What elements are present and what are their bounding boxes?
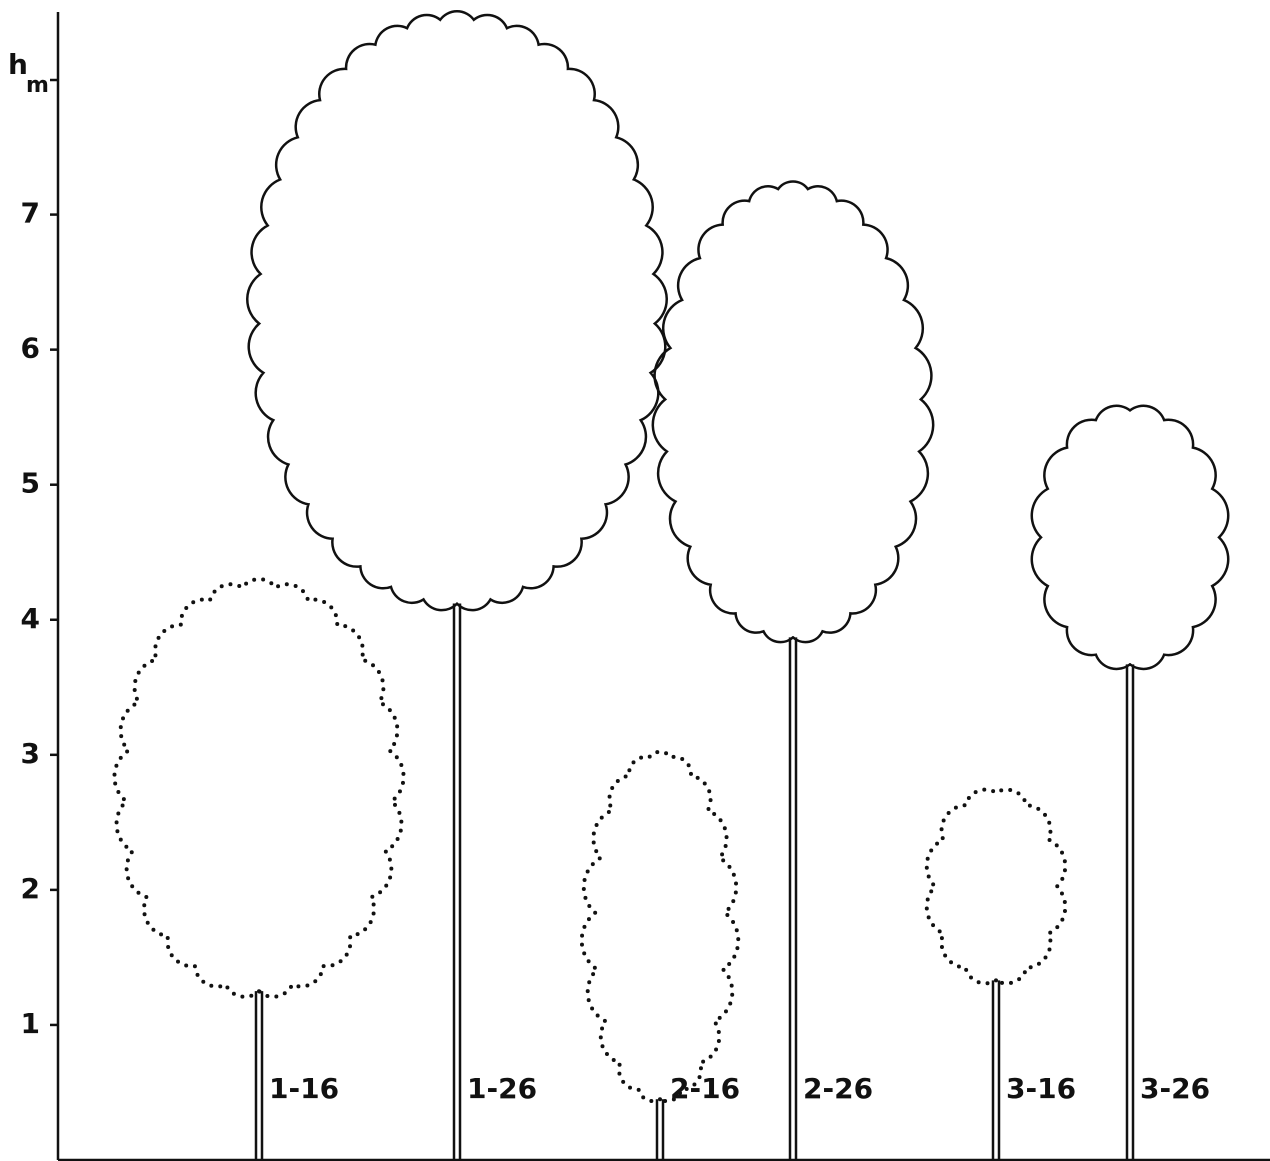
- crown: [927, 790, 1065, 984]
- page: h m 12345671-161-262-162-263-163-26 (() …: [0, 0, 1270, 1161]
- y-tick-label: 7: [21, 197, 40, 230]
- y-tick-label: 5: [21, 467, 40, 500]
- tree-label: 1-16: [269, 1072, 339, 1105]
- chart: h m 1 2 3 4 5 6 7 1-16 1-26 2-16 2-26 3-16 3-26: [0, 0, 1270, 1161]
- crown: [247, 11, 666, 610]
- y-tick-label: 6: [21, 332, 40, 365]
- tree-label: 1-26: [467, 1072, 537, 1105]
- tree-label: 3-16: [1006, 1072, 1076, 1105]
- y-tick-label: 3: [21, 737, 40, 770]
- crown: [653, 181, 933, 642]
- tree-label: 2-16: [670, 1072, 740, 1105]
- tree-label: 2-26: [803, 1072, 873, 1105]
- tree-label: 3-26: [1140, 1072, 1210, 1105]
- y-tick-label: 4: [21, 602, 40, 635]
- crown: [582, 752, 739, 1101]
- crown: [114, 579, 403, 997]
- y-axis-label-sub: m: [26, 73, 49, 98]
- y-axis-label: h: [8, 48, 28, 81]
- y-tick-label: 2: [21, 872, 40, 905]
- y-tick-label: 1: [21, 1007, 40, 1040]
- crown: [1032, 406, 1228, 669]
